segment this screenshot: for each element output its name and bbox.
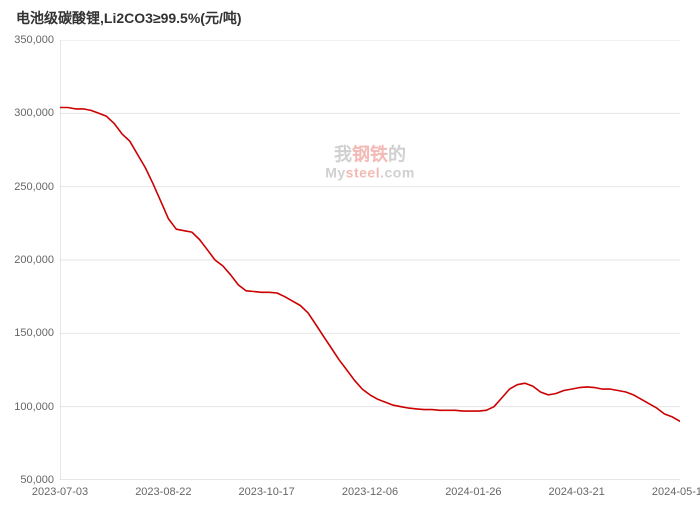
y-tick-label: 250,000 [14,181,60,193]
plot-svg [60,40,680,480]
y-tick-label: 350,000 [14,34,60,46]
y-tick-label: 200,000 [14,254,60,266]
chart-title: 电池级碳酸锂,Li2CO3≥99.5%(元/吨) [16,8,242,28]
x-tick-label: 2023-12-06 [342,480,398,498]
x-tick-label: 2023-07-03 [32,480,88,498]
x-tick-label: 2024-01-26 [445,480,501,498]
x-tick-label: 2024-03-21 [549,480,605,498]
y-tick-label: 300,000 [14,107,60,119]
x-tick-label: 2024-05-14 [652,480,700,498]
y-tick-label: 150,000 [14,327,60,339]
chart-container: 电池级碳酸锂,Li2CO3≥99.5%(元/吨) 我钢铁的 Mysteel.co… [0,0,700,520]
y-tick-label: 100,000 [14,401,60,413]
plot-area: 我钢铁的 Mysteel.com 50,000100,000150,000200… [60,40,680,480]
x-tick-label: 2023-10-17 [239,480,295,498]
x-tick-label: 2023-08-22 [135,480,191,498]
